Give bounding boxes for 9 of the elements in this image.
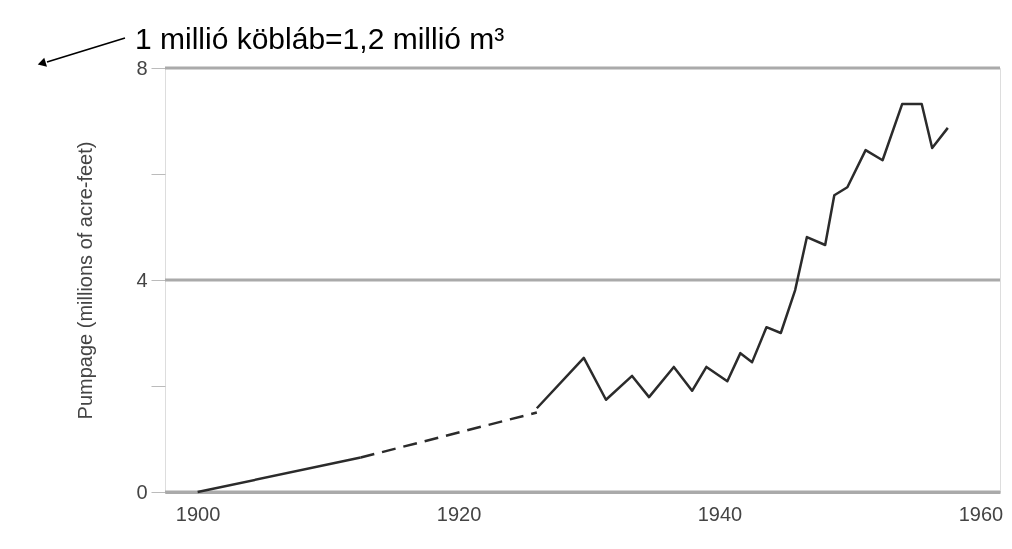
x-tick-label: 1900 <box>175 502 221 525</box>
y-axis-title: Pumpage (millions of acre-feet) <box>74 141 97 420</box>
x-tick-label: 1960 <box>958 502 1004 525</box>
y-tick-label: 4 <box>136 268 148 291</box>
x-tick-label: 1920 <box>436 502 482 525</box>
text: 1 millió köbláb=1,2 millió m³ <box>135 22 505 55</box>
y-tick-label: 8 <box>136 56 148 79</box>
x-tick-label: 1940 <box>697 502 743 525</box>
y-tick-label: 0 <box>136 480 148 503</box>
